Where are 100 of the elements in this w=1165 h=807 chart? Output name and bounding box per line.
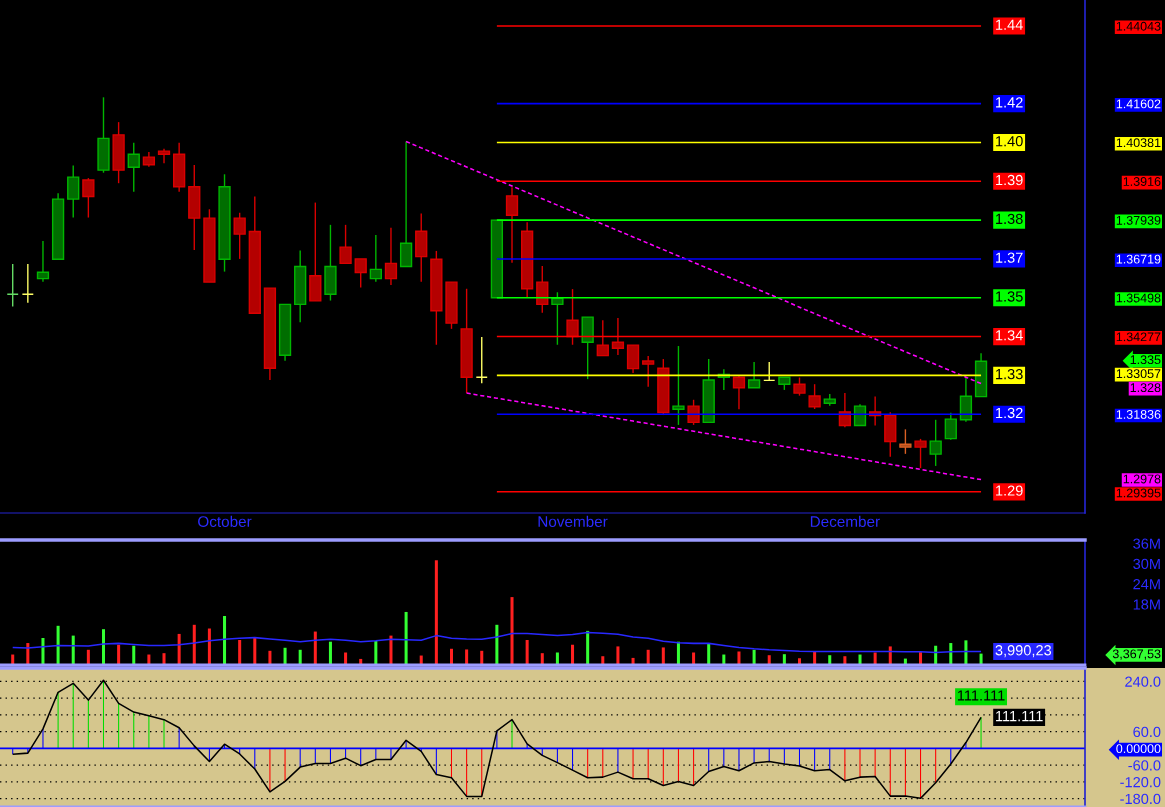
candlestick xyxy=(611,317,625,356)
bar xyxy=(465,649,469,665)
data-label: 1.37 xyxy=(996,252,1023,263)
y-tick-label: 1.34277 xyxy=(1116,332,1161,342)
data-label: 1.29 xyxy=(996,485,1023,496)
candlestick xyxy=(339,224,352,265)
data-label: 1.32 xyxy=(996,407,1023,419)
candlestick xyxy=(6,263,19,308)
candlestick xyxy=(67,164,80,219)
bar xyxy=(964,640,968,665)
y-tick-label: 24M xyxy=(1133,579,1160,590)
bar xyxy=(56,625,60,665)
x-tick-label: November xyxy=(538,515,608,527)
bar xyxy=(480,650,484,665)
data-label: 111.111 xyxy=(996,711,1043,722)
line-series xyxy=(465,392,982,481)
y-tick-label: 1.35498 xyxy=(1116,293,1161,303)
bar xyxy=(177,633,181,665)
bar xyxy=(132,645,136,665)
bar xyxy=(283,647,287,665)
candlestick xyxy=(157,148,171,164)
bar xyxy=(752,649,756,665)
bar xyxy=(313,631,317,665)
candlestick xyxy=(82,177,95,219)
candlestick xyxy=(944,412,957,441)
data-label: 1.38 xyxy=(996,213,1023,225)
y-tick-label: 1.31836 xyxy=(1116,410,1161,419)
bar xyxy=(192,624,196,665)
candlestick xyxy=(475,336,488,384)
y-tick-label: -120.0 xyxy=(1120,776,1161,788)
candlestick xyxy=(354,258,367,289)
candlestick xyxy=(626,344,640,374)
bar xyxy=(223,616,227,665)
y-tick-label: 3,367,53 xyxy=(1112,649,1161,660)
y-tick-label: 1.335 xyxy=(1130,355,1161,365)
candlestick xyxy=(747,361,761,389)
y-tick-label: 1.36719 xyxy=(1116,254,1161,264)
data-label: 1.33 xyxy=(996,368,1023,380)
candlestick xyxy=(959,376,973,423)
candlestick xyxy=(687,399,700,426)
candlestick xyxy=(36,240,50,283)
x-tick-label: December xyxy=(810,515,880,527)
y-tick-label: 1.40381 xyxy=(1116,138,1161,148)
line-series xyxy=(11,631,982,654)
candlestick xyxy=(536,265,549,314)
candlestick xyxy=(672,345,685,426)
candlestick xyxy=(793,376,806,397)
data-label: 111.111 xyxy=(957,690,1005,701)
bar xyxy=(540,653,544,665)
bar xyxy=(571,644,575,665)
candlestick xyxy=(899,428,912,455)
candlestick xyxy=(642,355,655,388)
y-tick-label: -60.0 xyxy=(1128,760,1161,771)
y-tick-label: 30M xyxy=(1133,558,1160,570)
bar xyxy=(828,655,832,665)
candlestick xyxy=(384,227,398,286)
candlestick xyxy=(596,319,609,357)
candlestick xyxy=(399,140,413,268)
bar xyxy=(389,635,393,665)
candlestick xyxy=(369,234,382,283)
bar xyxy=(253,637,257,665)
bar xyxy=(117,644,121,665)
bar xyxy=(797,658,801,665)
y-tick-label: -180.0 xyxy=(1120,793,1161,805)
data-label: 1.40 xyxy=(996,136,1023,147)
y-tick-label: 18M xyxy=(1133,599,1160,610)
bar xyxy=(510,597,514,665)
bar xyxy=(525,640,529,665)
candlestick xyxy=(914,438,927,469)
y-tick-label: 60.0 xyxy=(1133,726,1161,738)
y-tick-label: 1.41602 xyxy=(1116,99,1161,109)
y-tick-label: 1.29395 xyxy=(1116,488,1161,498)
data-label: 1.34 xyxy=(996,330,1023,341)
bar xyxy=(101,629,105,665)
bar xyxy=(737,651,741,665)
y-tick-label: 1.2978 xyxy=(1123,474,1161,484)
bar xyxy=(813,651,817,665)
candlestick xyxy=(505,186,519,264)
bar xyxy=(888,646,892,665)
bar xyxy=(268,650,272,665)
y-tick-label: 1.33057 xyxy=(1116,369,1161,379)
candlestick xyxy=(732,374,746,411)
bar xyxy=(238,640,242,665)
bar xyxy=(162,653,166,665)
data-label: 1.35 xyxy=(996,291,1023,302)
candlestick xyxy=(21,263,34,304)
bar xyxy=(434,560,438,665)
y-tick-label: 0.00000 xyxy=(1116,744,1161,754)
candlestick xyxy=(929,419,942,467)
candlestick xyxy=(808,383,821,410)
bar xyxy=(767,655,771,665)
y-tick-label: 36M xyxy=(1133,538,1160,549)
data-label: 3,990,23 xyxy=(995,645,1052,658)
bar xyxy=(495,624,499,665)
x-tick-label: October xyxy=(198,515,252,527)
data-label: 1.44 xyxy=(996,19,1023,30)
bar xyxy=(586,630,590,665)
data-label: 1.39 xyxy=(996,174,1023,186)
bar xyxy=(782,654,786,665)
bar xyxy=(858,654,862,665)
